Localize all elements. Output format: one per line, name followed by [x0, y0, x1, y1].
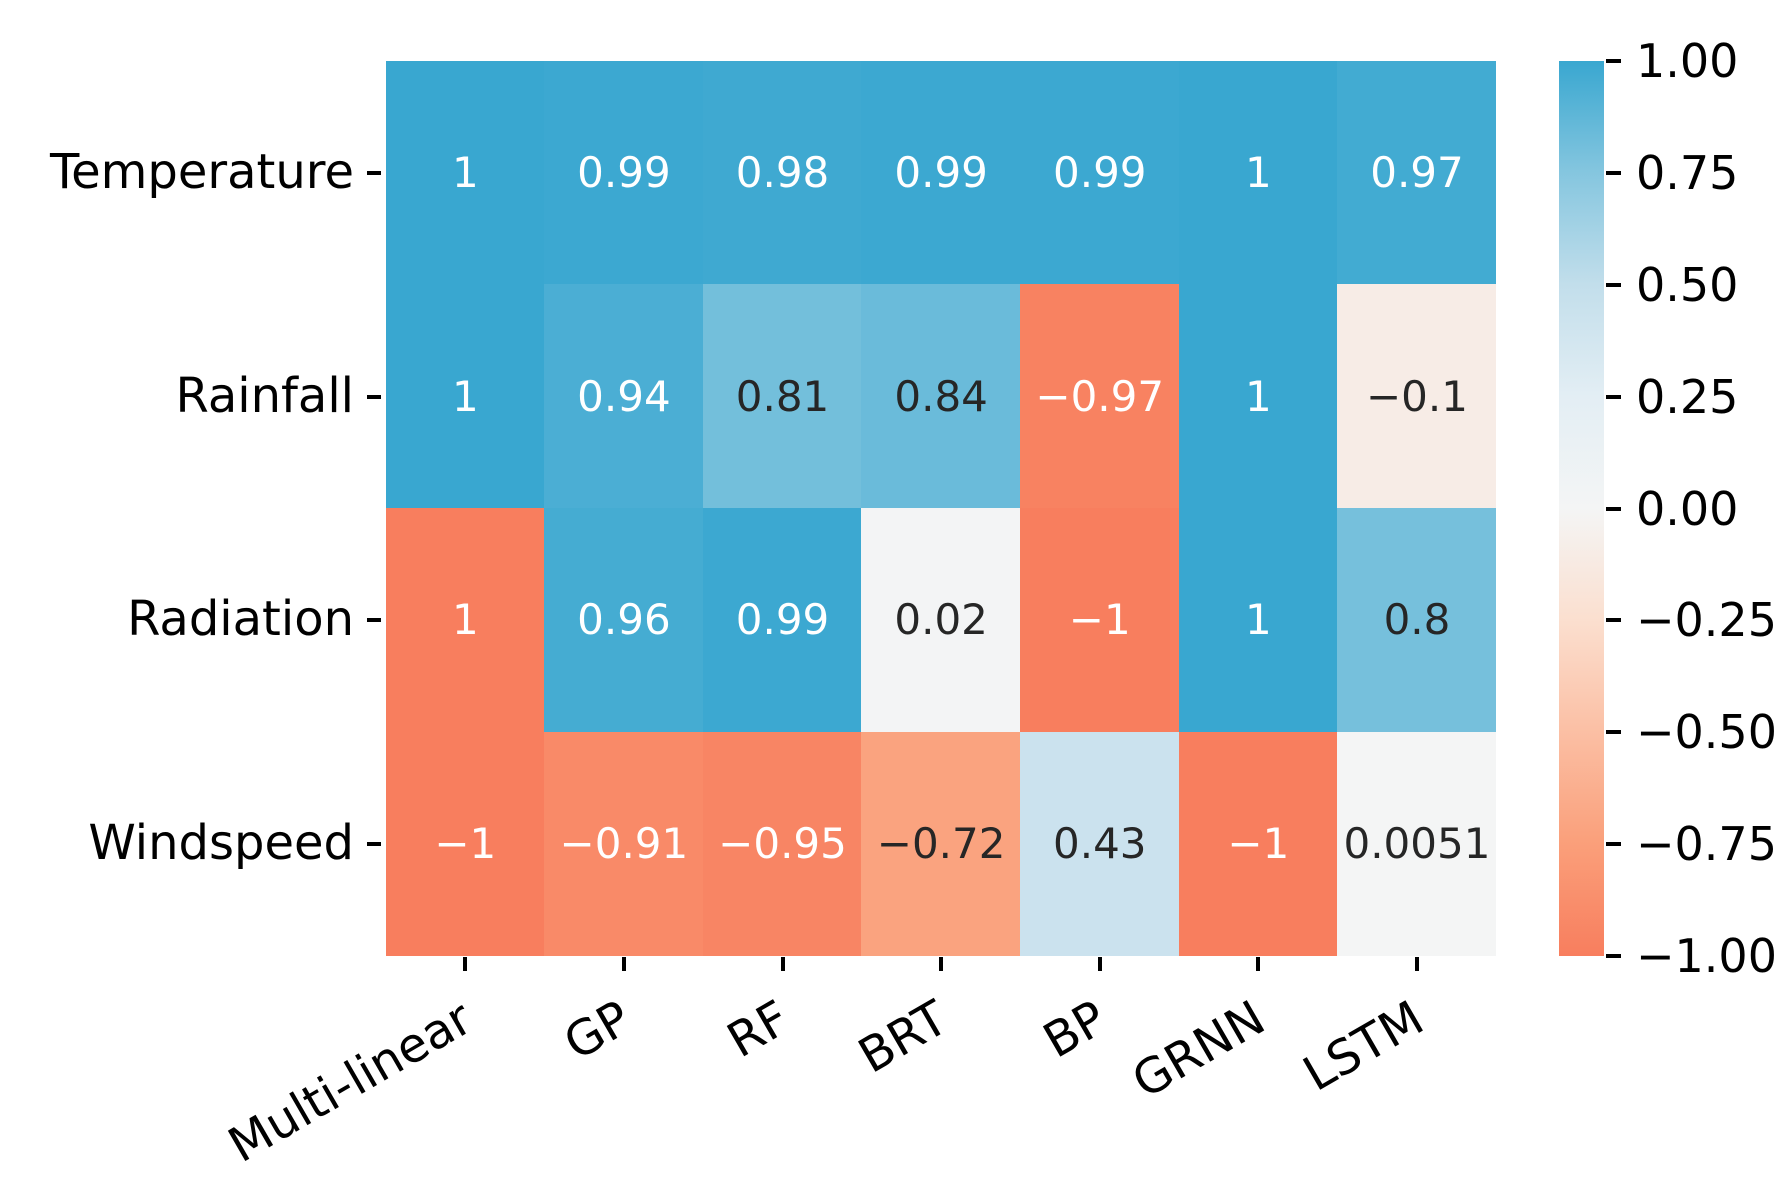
col-label: BP	[1034, 990, 1116, 1070]
colorbar-tick	[1606, 730, 1621, 735]
cell-annotation: 0.99	[577, 147, 671, 197]
col-label: Multi-linear	[219, 990, 482, 1174]
cell-annotation: 0.0051	[1343, 819, 1491, 869]
cell-annotation: −0.97	[1035, 371, 1165, 421]
colorbar-tick-label: −0.25	[1636, 593, 1777, 648]
colorbar-tick-label: 0.25	[1636, 369, 1739, 424]
heatmap-cell: −1	[386, 731, 546, 956]
x-tick	[1414, 957, 1419, 971]
heatmap-cell: −1	[1178, 731, 1339, 956]
heatmap-cell: 0.99	[1019, 61, 1180, 286]
heatmap-cell: 0.0051	[1337, 731, 1497, 956]
x-tick	[780, 957, 785, 971]
heatmap-cell: 0.96	[544, 508, 704, 733]
col-label: LSTM	[1294, 990, 1433, 1103]
x-tick	[463, 957, 468, 971]
x-tick	[1256, 957, 1261, 971]
heatmap-cell: 0.99	[544, 61, 704, 286]
cell-annotation: 0.8	[1383, 595, 1451, 645]
x-tick	[1097, 957, 1102, 971]
cell-annotation: 0.99	[1053, 147, 1147, 197]
heatmap-cell: 0.8	[1337, 508, 1497, 733]
heatmap-cell: 1	[386, 508, 546, 733]
heatmap-cell: 0.99	[702, 508, 863, 733]
cell-annotation: 0.96	[577, 595, 671, 645]
y-tick	[367, 394, 381, 399]
cell-annotation: 1	[451, 147, 479, 197]
row-label: Rainfall	[175, 367, 354, 424]
cell-annotation: −0.72	[876, 819, 1006, 869]
heatmap-cell: 0.02	[861, 508, 1021, 733]
col-label: GRNN	[1123, 990, 1275, 1110]
heatmap-cell: −1	[1019, 508, 1180, 733]
cell-annotation: 0.84	[894, 371, 988, 421]
y-tick	[367, 170, 381, 175]
cell-annotation: 1	[1245, 147, 1272, 197]
colorbar-tick	[1606, 954, 1621, 958]
heatmap-cell: −0.1	[1337, 284, 1497, 509]
col-label: GP	[554, 990, 640, 1072]
heatmap-cell: 0.97	[1337, 61, 1497, 286]
row-label: Radiation	[127, 591, 354, 648]
heatmap-cell: 0.94	[544, 284, 704, 509]
colorbar-tick	[1606, 842, 1621, 847]
heatmap-cell: 1	[1178, 508, 1339, 733]
cell-annotation: 0.43	[1053, 819, 1147, 869]
colorbar-tick-label: −0.75	[1636, 817, 1777, 872]
cell-annotation: 0.02	[894, 595, 988, 645]
colorbar-tick	[1606, 506, 1621, 511]
cell-annotation: 0.99	[894, 147, 988, 197]
cell-annotation: 0.81	[735, 371, 830, 421]
colorbar-tick	[1606, 394, 1621, 399]
cell-annotation: 1	[1245, 595, 1272, 645]
colorbar-tick-label: 0.00	[1636, 481, 1739, 536]
heatmap-cell: −0.97	[1019, 284, 1180, 509]
heatmap-cell: 1	[386, 284, 546, 509]
heatmap-cell: −0.72	[861, 731, 1021, 956]
cell-annotation: −1	[1068, 595, 1131, 645]
cell-annotation: −0.95	[718, 819, 847, 869]
cell-annotation: 0.94	[577, 371, 671, 421]
colorbar-tick-label: −0.50	[1636, 705, 1777, 760]
heatmap-cell: 1	[1178, 61, 1339, 286]
colorbar-tick	[1606, 282, 1621, 287]
cell-annotation: 1	[1245, 371, 1272, 421]
cell-annotation: 1	[451, 595, 479, 645]
colorbar-tick	[1606, 618, 1621, 623]
y-tick	[367, 842, 381, 847]
colorbar-tick-label: 1.00	[1636, 34, 1739, 88]
col-label: BRT	[849, 990, 958, 1085]
heatmap-cell: 0.81	[702, 284, 863, 509]
cell-annotation: −0.1	[1365, 371, 1468, 421]
colorbar-tick-label: −1.00	[1636, 929, 1777, 983]
heatmap-cell: 1	[1178, 284, 1339, 509]
heatmap-cell: −0.95	[702, 731, 863, 956]
heatmap-cell: 0.84	[861, 284, 1021, 509]
colorbar-tick-label: 0.50	[1636, 257, 1739, 312]
heatmap-cell: 0.43	[1019, 731, 1180, 956]
row-label: Windspeed	[88, 815, 354, 872]
cell-annotation: −1	[1227, 819, 1290, 869]
cell-annotation: 0.99	[735, 595, 830, 645]
cell-annotation: 0.98	[735, 147, 830, 197]
y-tick	[367, 618, 381, 623]
cell-annotation: −1	[434, 819, 497, 869]
row-label: Temperature	[49, 143, 354, 200]
colorbar-gradient	[1559, 61, 1604, 956]
heatmap-cell: 0.99	[861, 61, 1021, 286]
colorbar-tick	[1606, 170, 1621, 175]
cell-annotation: −0.91	[559, 819, 689, 869]
x-tick	[939, 957, 944, 971]
cell-annotation: 0.97	[1370, 147, 1464, 197]
colorbar-tick-label: 0.75	[1636, 145, 1739, 200]
colorbar-tick	[1606, 59, 1621, 63]
heatmap-grid: 1 0.99 0.98 0.99 0.99 1 0.97 1 0.94 0.81 0.84 −0.97…	[386, 61, 1497, 956]
x-tick	[621, 957, 626, 971]
heatmap-cell: −0.91	[544, 731, 704, 956]
col-label: RF	[717, 990, 799, 1069]
heatmap-cell: 1	[386, 61, 546, 286]
heatmap-cell: 0.98	[702, 61, 863, 286]
cell-annotation: 1	[451, 371, 479, 421]
